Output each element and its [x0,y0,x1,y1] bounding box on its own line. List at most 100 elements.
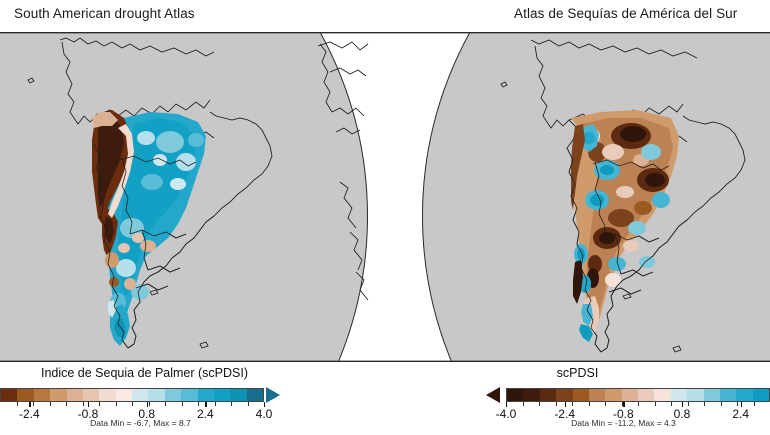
colorbar-note-right: Data Min = -11.2, Max = 4.3 [571,418,676,428]
colorbar-labels-left: -2.4 -0.8 0.8 2.4 4.0 [0,407,272,423]
colorbar-segment [230,389,247,401]
colorbar-tick-minor [638,402,639,406]
colorbar-tick-minor [522,402,524,406]
colorbar-ticks-left [0,402,266,407]
panel-left: South American drought Atlas [0,6,385,435]
colorbar-tick-minor [539,402,540,406]
colorbar-tick-major [88,402,90,407]
colorbar-tick-major [205,402,207,407]
colorbar-tick-major [506,402,508,407]
colorbar-tick-major [29,402,31,407]
colorbar-tick-minor [82,402,84,406]
colorbar-extend-arrow-right [266,387,280,403]
colorbar-tick-major [564,402,566,407]
colorbar-segment [621,389,638,401]
colorbar-segment [213,389,231,401]
colorbar-segment [66,389,83,401]
colorbar-segment [33,389,51,401]
colorbar-segment [1,389,18,401]
colorbar-segment [507,389,524,401]
colorbar-tick-minor [165,402,166,406]
colorbar-tick-label: -4.0 [495,407,517,421]
colorbar-tick-minor [132,402,133,406]
colorbar-segment [115,389,132,401]
colorbar-tick-minor [231,402,232,406]
scpdsi-field-left [92,110,206,346]
scpdsi-field-right [571,110,679,342]
coastlines-left [27,37,369,349]
map-right[interactable] [385,32,770,362]
colorbar-tick-minor [198,402,199,406]
colorbar-segment [99,389,116,401]
colorbar-tick-major [623,402,625,407]
colorbar-tick-major [740,402,742,407]
colorbar-tick-label: 2.4 [196,407,214,421]
colorbar-extend-arrow-left [486,387,500,403]
colorbar-segment [197,389,214,401]
colorbar-segment [164,389,182,401]
map-left[interactable] [0,32,385,362]
colorbar-note-left: Data Min = -6.7, Max = 8.7 [90,418,191,428]
colorbar-tick-minor [704,402,705,406]
colorbar-tick-minor [605,402,606,406]
colorbar-segment [556,389,573,401]
colorbar-tick-minor [555,402,557,406]
colorbar-segment [17,389,34,401]
colorbar-tick-minor [66,402,67,406]
colorbar-tick-minor [753,402,755,406]
colorbar-tick-major [682,402,684,407]
colorbar-tick-minor [99,402,100,406]
colorbar-tick-minor [49,402,51,406]
colorbar-tick-minor [115,402,117,406]
colorbar-segment [181,389,198,401]
colorbar-strip-right[interactable] [506,388,770,402]
colorbar-strip-left[interactable] [0,388,264,402]
colorbar-tick-minor [671,402,672,406]
page-title-left: South American drought Atlas [14,6,195,21]
colorbar-tick-minor [33,402,34,406]
colorbar-tick-label: -0.8 [612,407,634,421]
colorbar-ticks-right [506,402,770,407]
colorbar-tick-minor [214,402,216,406]
colorbar-left: Indice de Sequia de Palmer (scPDSI) -2.4… [0,362,385,435]
colorbar-tick-major [264,402,266,407]
page-title-right: Atlas de Sequías de América del Sur [514,6,738,21]
colorbar-tick-minor [247,402,249,406]
colorbar-segment [654,389,671,401]
colorbar-tick-label: 0.8 [138,407,155,421]
colorbar-title-right: scPDSI [556,366,599,380]
colorbar-segment [148,389,165,401]
panel-right: Atlas de Sequías de América del Sur [385,0,770,435]
colorbar-segment [539,389,557,401]
colorbar-tick-minor [687,402,689,406]
colorbar-segment [572,389,589,401]
colorbar-segment [670,389,688,401]
map-svg-right [385,32,770,362]
colorbar-tick-minor [654,402,656,406]
colorbar-tick-minor [720,402,722,406]
colorbar-tick-minor [737,402,738,406]
colorbar-segment [638,389,655,401]
colorbar-tick-label: 2.4 [732,407,749,421]
colorbar-tick-label: -2.4 [554,407,575,421]
colorbar-segment [752,389,769,401]
colorbar-tick-major [146,402,148,407]
colorbar-tick-label: -2.4 [18,407,40,421]
colorbar-segment [605,389,622,401]
colorbar-tick-minor [16,402,18,406]
colorbar-tick-minor [148,402,150,406]
colorbar-title-left: Indice de Sequia de Palmer (scPDSI) [40,366,249,380]
colorbar-labels-right: -4.0 -2.4 -0.8 0.8 2.4 [496,407,770,423]
colorbar-segment [246,389,263,401]
colorbar-segment [50,389,67,401]
colorbar-segment [719,389,737,401]
colorbar-tick-label: -0.8 [77,407,99,421]
map-svg-left [0,32,385,362]
colorbar-tick-minor [621,402,623,406]
colorbar-tick-minor [572,402,573,406]
colorbar-tick-label: 4.0 [255,407,273,421]
colorbar-segment [588,389,606,401]
colorbar-right: scPDSI -4.0 -2.4 -0.8 0.8 2.4 Data Min = -11… [385,362,770,435]
colorbar-tick-minor [181,402,183,406]
colorbar-segment [523,389,540,401]
